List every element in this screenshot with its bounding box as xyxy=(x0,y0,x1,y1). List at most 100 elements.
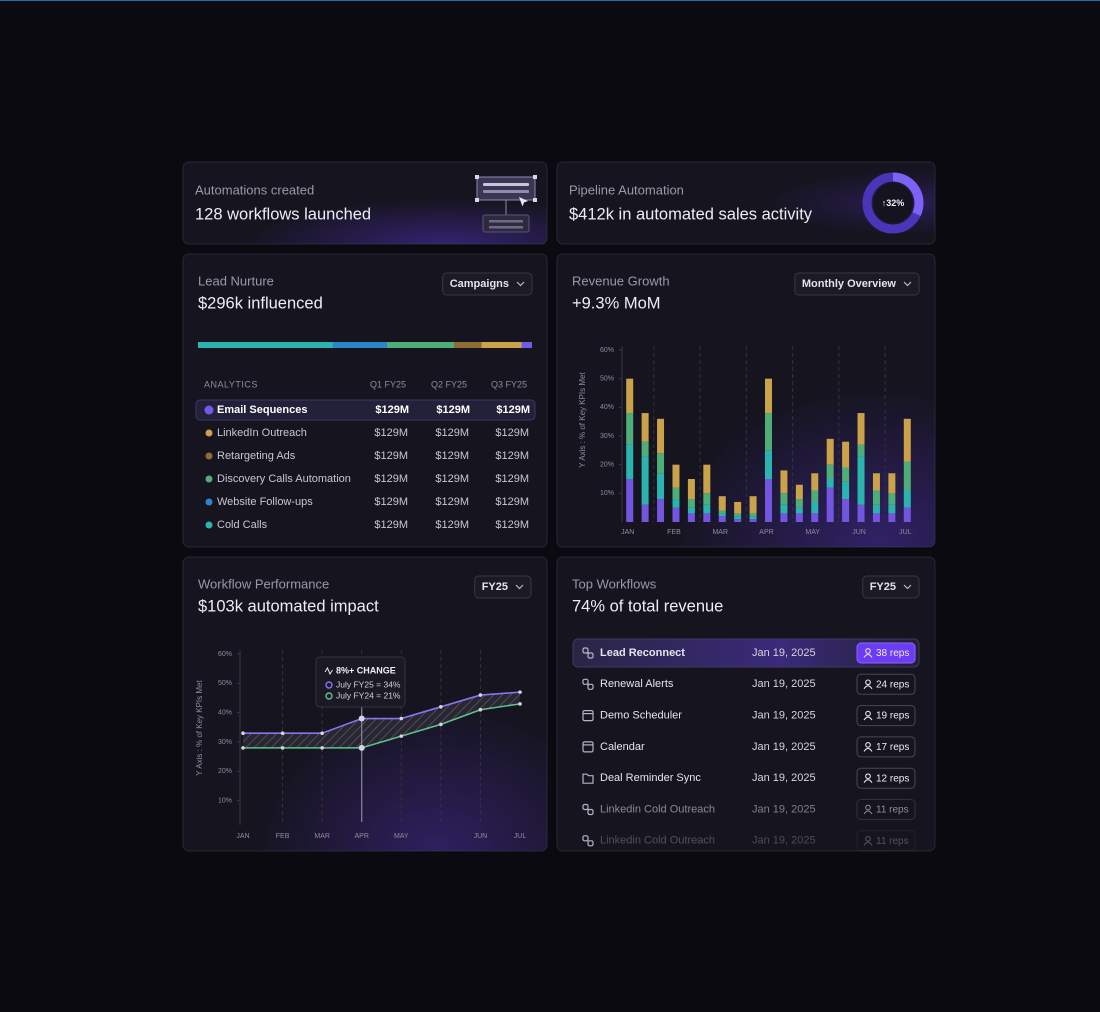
bar-segment xyxy=(903,461,911,491)
illus-handle xyxy=(533,198,537,202)
row-dot xyxy=(205,475,213,483)
card-label: Automations created xyxy=(195,182,314,197)
y-tick-label: 50% xyxy=(218,680,232,687)
row-value: $129M xyxy=(374,496,408,508)
bar-segment xyxy=(780,493,788,505)
y-tick-label: 20% xyxy=(600,462,614,469)
tooltip-swatch xyxy=(325,681,333,689)
dropdown[interactable] xyxy=(794,272,920,296)
x-tick-label: JUL xyxy=(899,529,912,536)
line-point xyxy=(478,693,483,697)
bar-segment xyxy=(780,504,788,514)
line-series xyxy=(243,691,521,734)
bar-segment xyxy=(795,484,803,500)
row-value: $129M xyxy=(374,450,408,462)
illus-line xyxy=(489,226,523,229)
workflow-row[interactable]: Calendar Jan 19, 2025 17 reps xyxy=(583,736,916,758)
bar-segment xyxy=(765,378,772,414)
bar-segment xyxy=(718,513,726,517)
workflow-row[interactable]: Deal Reminder Sync Jan 19, 2025 12 reps xyxy=(582,767,916,789)
x-tick-label: APR xyxy=(355,833,369,840)
workflow-row[interactable]: Linkedin Cold Outreach Jan 19, 2025 11 rep… xyxy=(586,830,916,851)
workflow-date: Jan 19, 2025 xyxy=(752,647,816,659)
bar-segment xyxy=(888,493,896,505)
reps-badge xyxy=(856,799,916,820)
dropdown-label: Campaigns xyxy=(450,278,509,290)
dropdown[interactable] xyxy=(474,575,532,599)
bar-segment xyxy=(857,456,865,505)
workflow-name: Demo Scheduler xyxy=(600,710,682,722)
column-header: Q2 FY25 xyxy=(431,379,467,389)
bar-segment xyxy=(795,499,803,508)
workflow-row[interactable]: Lead Reconnect Jan 19, 2025 38 reps xyxy=(572,638,920,668)
bar-segment xyxy=(718,516,726,522)
illus-handle xyxy=(475,198,479,202)
row-value: $129M xyxy=(495,450,529,462)
row-highlight xyxy=(572,638,920,668)
card-headline: 128 workflows launched xyxy=(195,205,371,223)
row-value: $129M xyxy=(495,519,529,531)
y-tick-label: 30% xyxy=(218,739,232,746)
line-point xyxy=(358,715,365,722)
bar-segment xyxy=(734,519,742,522)
workflow-name: Linkedin Cold Outreach xyxy=(600,803,715,815)
illus-box xyxy=(476,176,536,201)
reps-icon xyxy=(865,710,871,717)
card-glow xyxy=(557,254,935,547)
line-series xyxy=(243,703,521,749)
workflow-name: Calendar xyxy=(600,741,645,753)
card-headline: $296k influenced xyxy=(198,294,323,312)
illus-line xyxy=(483,183,529,186)
reps-icon xyxy=(865,679,871,686)
dropdown[interactable] xyxy=(862,575,920,599)
workflow-date: Jan 19, 2025 xyxy=(752,741,816,753)
bar-segment xyxy=(734,501,742,514)
y-tick-label: 40% xyxy=(600,404,614,411)
x-tick-label: JUN xyxy=(474,833,488,840)
row-name: Website Follow-ups xyxy=(217,496,313,508)
bar-segment xyxy=(641,456,649,505)
bar-segment xyxy=(811,513,819,522)
card-glow xyxy=(557,162,935,244)
card-label: Revenue Growth xyxy=(572,273,670,288)
workflow-date: Jan 19, 2025 xyxy=(752,803,816,815)
line-point xyxy=(241,746,245,750)
share-segment xyxy=(481,342,522,348)
reps-icon xyxy=(863,685,873,690)
y-axis-label: Y Axis : % of Key KPIs Met xyxy=(578,372,587,468)
bar-segment xyxy=(718,496,726,511)
bar-segment xyxy=(888,504,896,514)
card-label: Top Workflows xyxy=(572,576,657,591)
y-tick-label: 50% xyxy=(600,376,614,383)
bar-segment xyxy=(672,487,680,500)
y-tick-label: 20% xyxy=(218,768,232,775)
bar-segment xyxy=(734,516,742,520)
dropdown[interactable] xyxy=(442,272,533,296)
row-value: $129M xyxy=(495,427,529,439)
y-tick-label: 30% xyxy=(600,433,614,440)
row-value: $129M xyxy=(435,496,469,508)
card-glow xyxy=(183,162,547,244)
x-tick-label: JUL xyxy=(514,833,527,840)
workflow-row[interactable]: Linkedin Cold Outreach Jan 19, 2025 11 rep… xyxy=(586,799,916,820)
workflow-date: Jan 19, 2025 xyxy=(752,772,816,784)
row-highlight xyxy=(195,399,536,421)
bar-segment xyxy=(811,473,819,491)
y-tick-label: 10% xyxy=(218,798,232,805)
bar-segment xyxy=(795,513,803,522)
workflow-row[interactable]: Demo Scheduler Jan 19, 2025 19 reps xyxy=(583,705,916,727)
workflow-row[interactable]: Renewal Alerts Jan 19, 2025 24 reps xyxy=(586,673,916,695)
reps-icon xyxy=(863,716,873,721)
reps-icon xyxy=(865,742,871,748)
bar-segment xyxy=(641,441,649,457)
row-name: LinkedIn Outreach xyxy=(217,427,307,439)
card-label: Lead Nurture xyxy=(198,273,274,288)
reps-icon xyxy=(863,841,873,846)
workflow-date: Jan 19, 2025 xyxy=(752,678,816,690)
bar-segment xyxy=(749,516,757,520)
reps-icon xyxy=(863,653,873,658)
row-dot xyxy=(205,521,213,529)
bar-segment xyxy=(657,473,665,500)
line-point xyxy=(478,707,483,712)
